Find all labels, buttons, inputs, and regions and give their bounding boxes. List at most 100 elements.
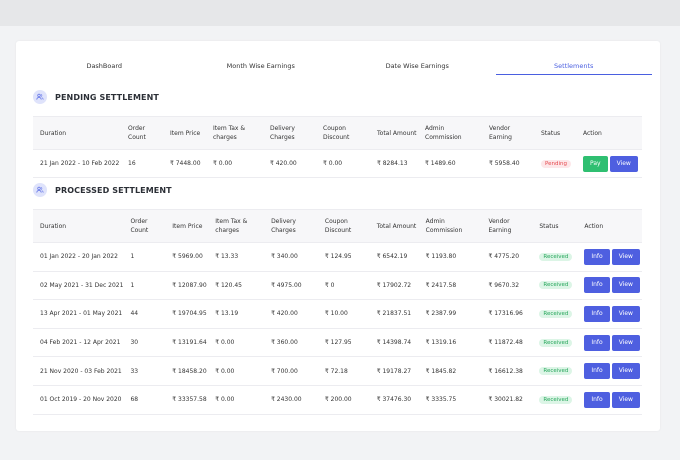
pending-settlement-table: Duration Order Count Item Price Item Tax… xyxy=(33,116,642,178)
col-coupon-discount: Coupon Discount xyxy=(316,116,370,150)
cell-admin: ₹ 1319.16 xyxy=(418,328,482,358)
cell-vendor: ₹ 9670.32 xyxy=(481,271,533,301)
col-vendor-earning: Vendor Earning xyxy=(482,116,534,150)
cell-total: ₹ 8284.13 xyxy=(370,149,418,178)
status-badge: Received xyxy=(539,338,573,347)
cell-vendor: ₹ 5958.40 xyxy=(482,149,534,178)
cell-action: Info View xyxy=(577,385,642,415)
cell-item-tax: ₹ 120.45 xyxy=(208,271,265,301)
col-delivery-charges: Delivery Charges xyxy=(264,209,318,243)
cell-total: ₹ 19178.27 xyxy=(369,356,419,386)
cell-total: ₹ 6542.19 xyxy=(369,242,419,272)
info-button[interactable]: Info xyxy=(584,305,610,322)
col-total-amount: Total Amount xyxy=(369,209,419,243)
cell-status: Received xyxy=(532,385,578,415)
cell-status: Received xyxy=(532,356,578,386)
cell-total: ₹ 14398.74 xyxy=(369,328,419,358)
status-badge: Received xyxy=(539,252,573,261)
view-button[interactable]: View xyxy=(611,391,640,408)
status-badge: Received xyxy=(539,281,573,290)
view-button[interactable]: View xyxy=(611,334,640,351)
processed-settlement-header: PROCESSED SETTLEMENT xyxy=(33,183,172,197)
cell-status: Received xyxy=(532,328,578,358)
cell-order-count: 33 xyxy=(123,356,166,386)
tab-bar: DashBoard Month Wise Earnings Date Wise … xyxy=(26,59,652,75)
view-button[interactable]: View xyxy=(609,155,638,172)
cell-action: Info View xyxy=(577,328,642,358)
cell-total: ₹ 37476.30 xyxy=(369,385,419,415)
cell-duration: 04 Feb 2021 - 12 Apr 2021 xyxy=(33,328,124,358)
cell-order-count: 1 xyxy=(123,242,166,272)
cell-duration: 21 Jan 2022 - 10 Feb 2022 xyxy=(33,149,121,178)
table-row: 13 Apr 2021 - 01 May 2021 44 ₹ 19704.95 … xyxy=(33,299,642,329)
cell-coupon: ₹ 72.18 xyxy=(317,356,370,386)
cell-action: Pay View xyxy=(576,149,642,178)
users-icon xyxy=(33,90,47,104)
col-duration: Duration xyxy=(33,209,124,243)
cell-admin: ₹ 2387.99 xyxy=(418,299,482,329)
cell-item-price: ₹ 18458.20 xyxy=(165,356,209,386)
pending-settlement-header: PENDING SETTLEMENT xyxy=(33,90,159,104)
cell-item-price: ₹ 7448.00 xyxy=(163,149,206,178)
info-button[interactable]: Info xyxy=(584,363,610,380)
info-button[interactable]: Info xyxy=(584,277,610,294)
table-row: 04 Feb 2021 - 12 Apr 2021 30 ₹ 13191.64 … xyxy=(33,328,642,358)
cell-item-price: ₹ 19704.95 xyxy=(165,299,209,329)
cell-vendor: ₹ 17316.96 xyxy=(481,299,533,329)
cell-coupon: ₹ 0 xyxy=(317,271,370,301)
col-admin-commission: Admin Commission xyxy=(418,116,482,150)
cell-vendor: ₹ 30021.82 xyxy=(481,385,533,415)
cell-coupon: ₹ 127.95 xyxy=(317,328,370,358)
col-action: Action xyxy=(576,116,642,150)
cell-item-tax: ₹ 0.00 xyxy=(208,356,265,386)
info-button[interactable]: Info xyxy=(584,334,610,351)
col-status: Status xyxy=(532,209,578,243)
cell-delivery: ₹ 700.00 xyxy=(264,356,318,386)
view-button[interactable]: View xyxy=(611,363,640,380)
info-button[interactable]: Info xyxy=(584,391,610,408)
cell-item-price: ₹ 13191.64 xyxy=(165,328,209,358)
view-button[interactable]: View xyxy=(611,248,640,265)
col-item-tax: Item Tax & charges xyxy=(208,209,265,243)
cell-status: Pending xyxy=(534,149,576,178)
table-header-row: Duration Order Count Item Price Item Tax… xyxy=(33,209,642,243)
col-item-price: Item Price xyxy=(165,209,209,243)
cell-order-count: 44 xyxy=(123,299,166,329)
table-row: 01 Jan 2022 - 20 Jan 2022 1 ₹ 5969.00 ₹ … xyxy=(33,242,642,272)
col-order-count: Order Count xyxy=(121,116,163,150)
cell-coupon: ₹ 10.00 xyxy=(317,299,370,329)
cell-duration: 01 Jan 2022 - 20 Jan 2022 xyxy=(33,242,124,272)
tab-dashboard[interactable]: DashBoard xyxy=(86,62,123,70)
table-row: 02 May 2021 - 31 Dec 2021 1 ₹ 12087.90 ₹… xyxy=(33,271,642,301)
cell-admin: ₹ 1489.60 xyxy=(418,149,482,178)
cell-coupon: ₹ 0.00 xyxy=(316,149,370,178)
tab-settlements[interactable]: Settlements xyxy=(495,59,652,75)
col-total-amount: Total Amount xyxy=(370,116,418,150)
info-button[interactable]: Info xyxy=(584,248,610,265)
cell-action: Info View xyxy=(577,242,642,272)
cell-delivery: ₹ 340.00 xyxy=(264,242,318,272)
table-row: 21 Jan 2022 - 10 Feb 2022 16 ₹ 7448.00 ₹… xyxy=(33,149,642,178)
col-action: Action xyxy=(577,209,642,243)
cell-status: Received xyxy=(532,299,578,329)
cell-admin: ₹ 2417.58 xyxy=(418,271,482,301)
cell-item-tax: ₹ 13.33 xyxy=(208,242,265,272)
tab-date-wise-earnings[interactable]: Date Wise Earnings xyxy=(385,62,449,70)
pay-button[interactable]: Pay xyxy=(583,155,608,172)
cell-delivery: ₹ 420.00 xyxy=(264,299,318,329)
cell-item-tax: ₹ 0.00 xyxy=(208,328,265,358)
section-title: PROCESSED SETTLEMENT xyxy=(55,185,172,195)
view-button[interactable]: View xyxy=(611,305,640,322)
tab-month-wise-earnings[interactable]: Month Wise Earnings xyxy=(226,62,295,70)
view-button[interactable]: View xyxy=(611,277,640,294)
col-status: Status xyxy=(534,116,576,150)
cell-item-price: ₹ 12087.90 xyxy=(165,271,209,301)
cell-item-tax: ₹ 0.00 xyxy=(206,149,263,178)
cell-status: Received xyxy=(532,271,578,301)
cell-admin: ₹ 1193.80 xyxy=(418,242,482,272)
col-admin-commission: Admin Commission xyxy=(418,209,482,243)
cell-action: Info View xyxy=(577,271,642,301)
section-title: PENDING SETTLEMENT xyxy=(55,92,159,102)
status-badge: Pending xyxy=(541,159,571,168)
cell-item-price: ₹ 33357.58 xyxy=(165,385,209,415)
